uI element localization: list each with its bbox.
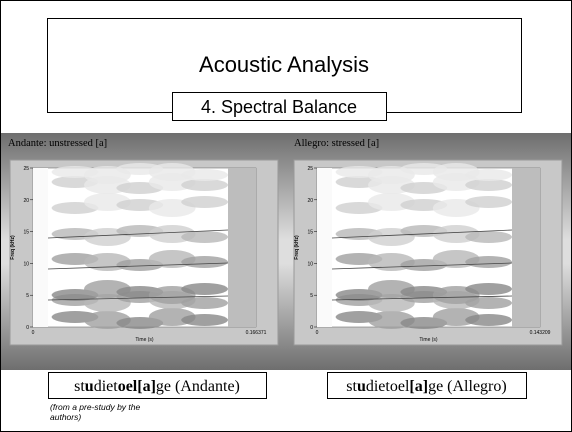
spectral-band bbox=[181, 297, 229, 309]
spectral-band bbox=[181, 231, 229, 243]
spectral-band bbox=[465, 256, 512, 268]
caption-part: dietoel bbox=[366, 378, 410, 395]
caption-part: [a] bbox=[137, 378, 156, 395]
spectral-band bbox=[465, 231, 512, 243]
caption-part: st bbox=[74, 378, 85, 395]
spectral-band bbox=[181, 169, 229, 181]
caption-part: st bbox=[346, 378, 357, 395]
caption-part: diet bbox=[94, 378, 119, 395]
plot-edge bbox=[33, 168, 48, 327]
formant-line bbox=[331, 229, 513, 239]
caption: studietoel[a]ge (Allegro) bbox=[346, 378, 506, 395]
x-tick-label: 0.143209 bbox=[530, 330, 551, 336]
y-tick-label: 5 bbox=[26, 293, 29, 299]
spectral-band bbox=[181, 256, 229, 268]
plot-edge bbox=[512, 168, 540, 327]
caption-box bbox=[327, 372, 527, 399]
caption-part: u bbox=[357, 378, 366, 395]
y-tick-label: 15 bbox=[307, 230, 313, 236]
spectral-band bbox=[465, 283, 512, 295]
y-tick-label: 25 bbox=[23, 166, 29, 172]
y-axis-title: Freq (kHz) bbox=[10, 235, 16, 260]
spectral-band bbox=[181, 283, 229, 295]
caption-box bbox=[48, 372, 267, 399]
y-tick-label: 0 bbox=[310, 325, 313, 331]
x-tick-label: 0.166371 bbox=[246, 330, 267, 336]
caption: studietoel[a]ge (Andante) bbox=[74, 378, 240, 395]
x-axis-title: Time (s) bbox=[135, 337, 153, 343]
spectral-band bbox=[465, 169, 512, 181]
spectral-band bbox=[465, 196, 512, 208]
y-tick-label: 10 bbox=[23, 261, 29, 267]
y-tick-label: 15 bbox=[23, 230, 29, 236]
formant-line bbox=[47, 229, 229, 239]
spectral-band bbox=[181, 314, 229, 326]
caption-part: u bbox=[85, 378, 94, 395]
formant-line bbox=[331, 295, 513, 301]
spectral-band bbox=[181, 179, 229, 191]
spectral-band bbox=[181, 196, 229, 208]
y-tick-label: 25 bbox=[307, 166, 313, 172]
spectral-band bbox=[465, 314, 512, 326]
y-tick-label: 20 bbox=[23, 198, 29, 204]
footnote: (from a pre-study by the authors) bbox=[50, 402, 141, 422]
plot-edge bbox=[228, 168, 256, 327]
formant-line bbox=[47, 295, 229, 301]
subtitle-box bbox=[172, 92, 387, 121]
x-tick-label: 0 bbox=[316, 330, 319, 336]
formant-line bbox=[331, 262, 513, 270]
caption-part: ge (Allegro) bbox=[428, 378, 507, 395]
x-tick-label: 0 bbox=[32, 330, 35, 336]
caption-part: [a] bbox=[409, 378, 428, 395]
caption-part: oel bbox=[118, 378, 138, 395]
y-tick-label: 20 bbox=[307, 198, 313, 204]
subtitle: 4. Spectral Balance bbox=[201, 97, 357, 117]
x-axis-title: Time (s) bbox=[419, 337, 437, 343]
spectral-band bbox=[465, 179, 512, 191]
y-axis-title: Freq (kHz) bbox=[294, 235, 300, 260]
formant-line bbox=[47, 262, 229, 270]
y-tick-label: 10 bbox=[307, 261, 313, 267]
title: Acoustic Analysis bbox=[199, 52, 369, 77]
panel-label: Andante: unstressed [a] bbox=[8, 138, 107, 149]
caption-part: ge (Andante) bbox=[156, 378, 240, 395]
plot-edge bbox=[317, 168, 332, 327]
y-tick-label: 5 bbox=[310, 293, 313, 299]
panel-label: Allegro: stressed [a] bbox=[294, 138, 379, 149]
y-tick-label: 0 bbox=[26, 325, 29, 331]
spectral-band bbox=[465, 297, 512, 309]
